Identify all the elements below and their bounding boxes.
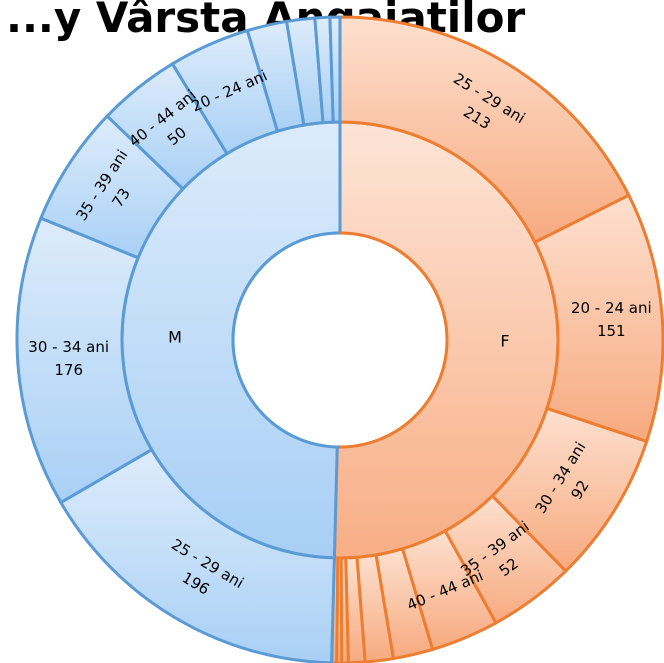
- center-hole-edge-m: [231, 231, 341, 449]
- category-label-f: F: [500, 332, 509, 351]
- segment-label-group-f-20-24-ani: 20 - 24 ani 151: [571, 299, 652, 340]
- segment-m-m-small-4: [328, 15, 342, 124]
- chart-segments: [15, 15, 664, 663]
- segment-value-label-f-20-24-ani: 151: [597, 322, 626, 340]
- segment-value-label-m-30-34-ani: 176: [54, 361, 83, 379]
- segment-name-label-f-20-24-ani: 20 - 24 ani: [571, 299, 652, 317]
- segment-label-group-m-30-34-ani: 30 - 34 ani 176: [28, 338, 109, 379]
- category-label-m: M: [168, 327, 182, 346]
- segment-name-label-m-30-34-ani: 30 - 34 ani: [28, 338, 109, 356]
- center-hole-edge-f: [339, 231, 449, 449]
- center-hole: [233, 233, 447, 447]
